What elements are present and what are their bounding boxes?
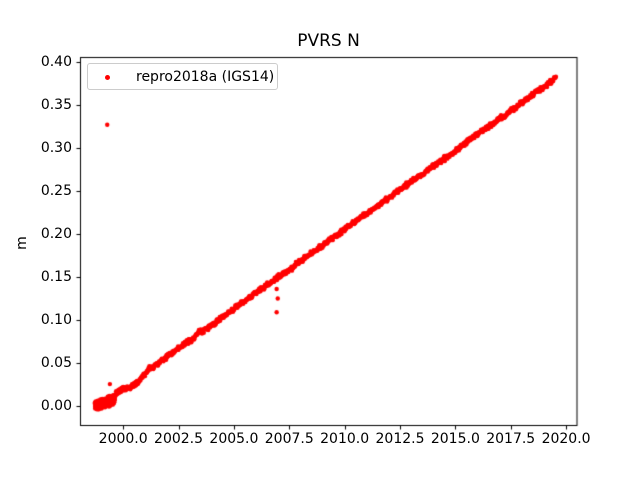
legend: repro2018a (IGS14) [87, 63, 278, 90]
x-tick-label: 2002.5 [154, 431, 204, 447]
x-tick-label: 2015.0 [430, 431, 480, 447]
x-tick-label: 2017.5 [486, 431, 536, 447]
y-tick-label: 0.40 [40, 53, 72, 70]
y-tick-label: 0.10 [40, 311, 72, 328]
legend-marker-dot-icon [105, 74, 110, 80]
x-tick-label: 2010.0 [320, 431, 370, 447]
y-tick-label: 0.05 [40, 355, 72, 372]
x-tick-label: 2007.5 [264, 431, 314, 447]
x-tick-label: 2012.5 [375, 431, 425, 447]
y-tick-label: 0.25 [40, 182, 72, 199]
chart-title: PVRS N [297, 31, 360, 51]
x-tick-label: 2020.0 [541, 431, 591, 447]
y-tick-label: 0.15 [40, 268, 72, 285]
y-tick-label: 0.35 [40, 96, 72, 113]
x-tick-label: 2000.0 [98, 431, 148, 447]
y-tick-label: 0.20 [40, 225, 72, 242]
x-tick-label: 2005.0 [209, 431, 259, 447]
y-tick-label: 0.00 [40, 398, 72, 415]
legend-entry-label: repro2018a (IGS14) [136, 69, 275, 85]
y-tick-label: 0.30 [40, 139, 72, 156]
